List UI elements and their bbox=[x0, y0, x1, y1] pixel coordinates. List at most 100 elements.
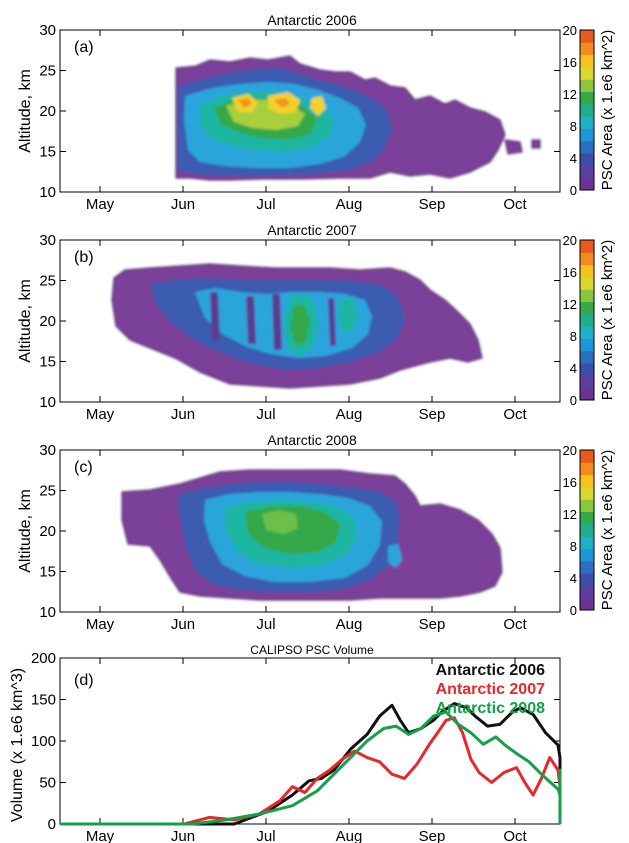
colorbar-segment bbox=[580, 338, 594, 352]
colorbar-tick-label: 20 bbox=[563, 443, 577, 458]
panel-b-title: Antarctic 2007 bbox=[267, 222, 357, 238]
y-tick-label: 25 bbox=[39, 483, 56, 500]
colorbar-tick-label: 0 bbox=[570, 183, 577, 198]
panel-b-label: (b) bbox=[74, 249, 94, 266]
y-tick-label: 0 bbox=[48, 816, 56, 833]
x-tick-label: Jul bbox=[256, 196, 275, 213]
panel-a-label: (a) bbox=[74, 39, 94, 56]
x-tick-label: Oct bbox=[503, 406, 527, 423]
panel-a-plot-area bbox=[175, 55, 541, 181]
colorbar-segment bbox=[580, 450, 594, 463]
x-tick-label: Aug bbox=[336, 406, 363, 423]
colorbar-segment bbox=[580, 66, 594, 80]
colorbar-segment bbox=[580, 103, 594, 117]
panel-a: Antarctic 2006 (a) Altitude, km 10 15 20 25… bbox=[17, 12, 616, 213]
x-tick-label: Jul bbox=[256, 406, 275, 423]
series-line-3 bbox=[60, 710, 562, 826]
x-tick-label: Aug bbox=[336, 828, 363, 843]
x-tick-label: Jun bbox=[171, 406, 195, 423]
x-tick-label: Jun bbox=[171, 828, 195, 843]
colorbar-tick-label: 4 bbox=[570, 571, 577, 586]
colorbar-segment bbox=[580, 573, 594, 586]
panel-c-title: Antarctic 2008 bbox=[267, 432, 357, 448]
colorbar-label: PSC Area (x 1.e6 km^2) bbox=[599, 30, 616, 190]
y-tick-label: 50 bbox=[39, 775, 56, 792]
colorbar-segment bbox=[580, 153, 594, 166]
colorbar-segment bbox=[580, 486, 594, 500]
colorbar-segment bbox=[580, 375, 594, 389]
x-tick-label: Jun bbox=[171, 196, 195, 213]
panel-d-label: (d) bbox=[74, 672, 94, 689]
series-line-1 bbox=[60, 702, 562, 826]
legend-entry: Antarctic 2008 bbox=[436, 700, 545, 717]
colorbar-segment bbox=[580, 350, 594, 364]
colorbar-tick-label: 20 bbox=[563, 23, 577, 38]
colorbar-segment bbox=[580, 326, 594, 339]
y-tick-label: 25 bbox=[39, 273, 56, 290]
x-tick-label: May bbox=[86, 828, 115, 843]
panel-a-title: Antarctic 2006 bbox=[267, 12, 357, 28]
colorbar-tick-label: 4 bbox=[570, 151, 577, 166]
colorbar-segment bbox=[580, 363, 594, 376]
psc-region-streaks bbox=[210, 292, 336, 350]
panel-b: Antarctic 2007 (b) Altitude, km 10 15 20 25… bbox=[17, 222, 616, 423]
colorbar-tick-label: 12 bbox=[563, 297, 577, 312]
y-tick-label: 20 bbox=[39, 103, 56, 120]
psc-region-secondary bbox=[388, 544, 402, 568]
colorbar-segment bbox=[580, 523, 594, 537]
panel-a-y-axis-label: Altitude, km bbox=[17, 69, 34, 153]
x-tick-label: Aug bbox=[336, 616, 363, 633]
colorbar-tick-label: 16 bbox=[563, 55, 577, 70]
colorbar-segment bbox=[580, 289, 594, 303]
colorbar-frame bbox=[579, 29, 595, 191]
colorbar-tick-label: 8 bbox=[570, 539, 577, 554]
x-tick-label: Jun bbox=[171, 616, 195, 633]
series-line-2 bbox=[60, 716, 562, 826]
x-tick-label: Jul bbox=[256, 828, 275, 843]
panel-b-psc-contours bbox=[111, 263, 483, 389]
colorbar-tick-label: 0 bbox=[570, 603, 577, 618]
panel-a-psc-contours bbox=[175, 55, 541, 181]
colorbar-tick-label: 8 bbox=[570, 329, 577, 344]
colorbar-segment bbox=[580, 511, 594, 525]
colorbar-tick-label: 0 bbox=[570, 393, 577, 408]
colorbar-frame bbox=[579, 239, 595, 401]
y-tick-label: 10 bbox=[39, 604, 56, 621]
x-tick-label: Sep bbox=[419, 828, 446, 843]
x-tick-label: Oct bbox=[503, 828, 527, 843]
colorbar-tick-label: 12 bbox=[563, 87, 577, 102]
colorbar-segment bbox=[580, 474, 594, 488]
colorbar-frame bbox=[579, 449, 595, 611]
y-tick-label: 25 bbox=[39, 63, 56, 80]
x-tick-label: May bbox=[86, 406, 115, 423]
colorbar-tick-label: 16 bbox=[563, 475, 577, 490]
x-tick-label: Sep bbox=[419, 406, 446, 423]
psc-region-level-4 bbox=[290, 304, 310, 346]
colorbar-segment bbox=[580, 177, 594, 191]
colorbar-segment bbox=[580, 499, 594, 513]
y-tick-label: 150 bbox=[31, 692, 56, 709]
panel-d-y-axis-label: Volume (x 1.e6 km^3) bbox=[9, 668, 26, 822]
colorbar-label: PSC Area (x 1.e6 km^2) bbox=[599, 450, 616, 610]
psc-region-level-5 bbox=[262, 510, 298, 534]
colorbar-segment bbox=[580, 128, 594, 142]
panel-c-y-axis-label: Altitude, km bbox=[17, 489, 34, 573]
colorbar-segment bbox=[580, 91, 594, 105]
colorbar-segment bbox=[580, 42, 594, 56]
y-tick-label: 15 bbox=[39, 564, 56, 581]
y-tick-label: 20 bbox=[39, 313, 56, 330]
colorbar-segment bbox=[580, 548, 594, 562]
panel-c-label: (c) bbox=[74, 459, 93, 476]
legend-entry: Antarctic 2006 bbox=[436, 662, 545, 679]
panel-c-psc-contours bbox=[121, 469, 503, 601]
x-tick-label: Oct bbox=[503, 196, 527, 213]
panel-c-plot-area bbox=[121, 469, 503, 601]
colorbar-segment bbox=[580, 165, 594, 179]
panel-b-y-axis-label: Altitude, km bbox=[17, 279, 34, 363]
colorbar-segment bbox=[580, 30, 594, 43]
x-tick-label: Oct bbox=[503, 616, 527, 633]
colorbar-segment bbox=[580, 387, 594, 401]
colorbar-segment bbox=[580, 536, 594, 549]
y-tick-label: 10 bbox=[39, 184, 56, 201]
